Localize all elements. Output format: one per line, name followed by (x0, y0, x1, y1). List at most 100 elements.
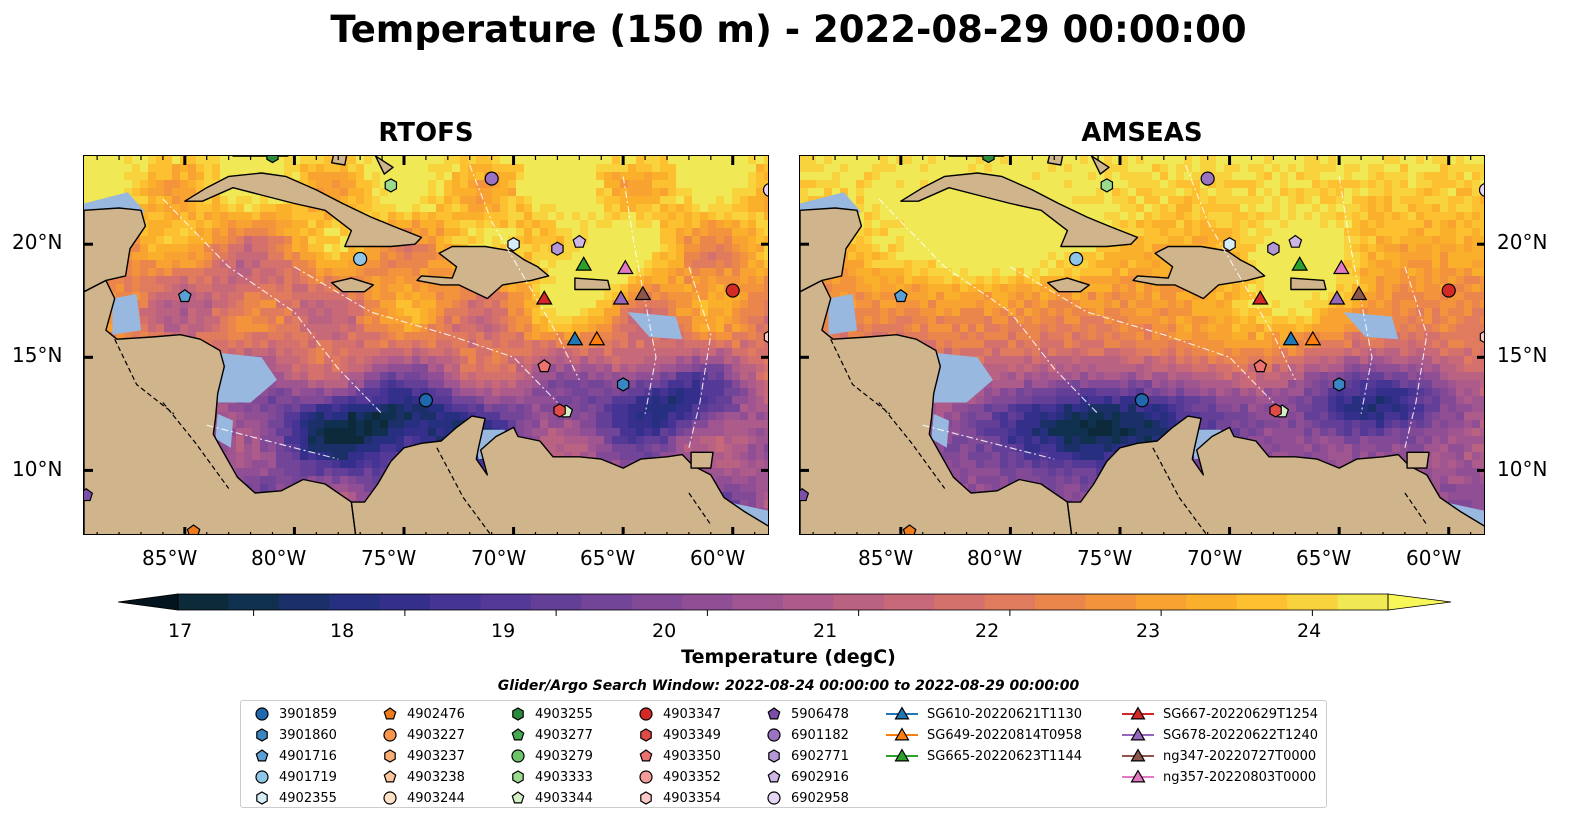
pentagon-marker-icon (767, 707, 781, 720)
colorbar-tick-20: 20 (652, 620, 677, 642)
circle-marker-icon (767, 728, 781, 742)
colorbar-segment (278, 594, 330, 610)
frame-ticks (84, 156, 768, 534)
colorbar-segment (178, 594, 229, 610)
legend-marker-SG665-20220623T1144 (894, 748, 910, 762)
legend-entry-4903227: 4903227 (381, 725, 465, 745)
platform-4903354 (763, 330, 768, 343)
platform-4903255 (266, 156, 279, 164)
platform-3901860 (616, 377, 630, 392)
platform-4901716 (177, 288, 192, 303)
legend-marker-3901859 (255, 707, 269, 721)
legend-marker-4901719 (255, 770, 269, 784)
pentagon-marker-icon (639, 749, 653, 762)
map-rtofs-canvas (84, 156, 768, 534)
triangle-marker-icon (886, 706, 918, 720)
legend-entry-4901716: 4901716 (253, 746, 337, 766)
pentagon-marker-icon (255, 749, 269, 762)
legend-marker-SG678-20220622T1240 (1130, 727, 1146, 741)
legend-entry-3901860: 3901860 (253, 725, 337, 745)
legend-label: 6902916 (791, 769, 849, 785)
triangle-marker-icon (1122, 706, 1154, 720)
lat-label-15n-right: 15°N (1497, 343, 1548, 367)
legend-label: SG667-20220629T1254 (1163, 706, 1319, 722)
legend-entry-4903349: 4903349 (637, 725, 721, 745)
legend-entry-5906478: 5906478 (765, 704, 849, 724)
colorbar-segment (430, 594, 481, 610)
legend-label: 4903244 (407, 790, 465, 806)
legend-label: 4903277 (535, 727, 593, 743)
lon-label-75w-left: 75°W (361, 546, 417, 570)
legend-entry-4903333: 4903333 (509, 767, 593, 787)
platform-4903255 (982, 156, 995, 164)
lon-label-80w-right: 80°W (967, 546, 1023, 570)
lon-label-65w-right: 65°W (1296, 546, 1352, 570)
legend-entry-4903352: 4903352 (637, 767, 721, 787)
legend-label: 6902958 (791, 790, 849, 806)
legend-marker-4902355 (256, 791, 268, 805)
legend-label: 4902476 (407, 706, 465, 722)
legend-entry-SG610-20220621T1130: SG610-20220621T1130 (885, 704, 1082, 724)
legend-label: 4903347 (663, 706, 721, 722)
legend-label: SG665-20220623T1144 (927, 748, 1083, 764)
legend-marker-6902916 (767, 770, 781, 783)
legend-entry-6902771: 6902771 (765, 746, 849, 766)
lon-label-80w-left: 80°W (251, 546, 307, 570)
pentagon-marker-icon (383, 770, 397, 783)
legend-entry-4903279: 4903279 (509, 746, 593, 766)
legend-marker-4903349 (640, 728, 652, 742)
platform-legend: 3901859 3901860 4901716 4901719 4902355 49024… (240, 700, 1327, 808)
colorbar-segment (883, 594, 935, 610)
search-window-title: Glider/Argo Search Window: 2022-08-24 00… (497, 678, 1080, 694)
colorbar-extend-low (118, 593, 179, 611)
legend-marker-4903347 (639, 707, 653, 721)
colorbar-segment (631, 594, 683, 610)
legend-entry-4901719: 4901719 (253, 767, 337, 787)
lon-label-65w-left: 65°W (580, 546, 636, 570)
circle-marker-icon (383, 728, 397, 742)
platform-SG667-20220629T1254 (1251, 290, 1269, 305)
legend-marker-SG610-20220621T1130 (894, 706, 910, 720)
legend-label: 4903354 (663, 790, 721, 806)
legend-label: 4903333 (535, 769, 593, 785)
platform-ng347-20220727T0000 (634, 285, 652, 301)
panel-title-rtofs: RTOFS (378, 118, 474, 148)
legend-entry-SG649-20220814T0958: SG649-20220814T0958 (885, 725, 1082, 745)
legend-entry-4903237: 4903237 (381, 746, 465, 766)
colorbar-tick-22: 22 (975, 620, 1000, 642)
platform-4903347 (725, 283, 740, 298)
circle-marker-icon (639, 707, 653, 721)
platform-4903350 (537, 359, 552, 373)
lat-label-15n-left: 15°N (12, 343, 63, 367)
pentagon-marker-icon (511, 791, 525, 804)
platform-4902355 (1223, 237, 1236, 252)
country-borders (114, 338, 712, 534)
legend-marker-3901860 (256, 728, 268, 742)
hexagon-marker-icon (384, 749, 396, 763)
platform-SG665-20220623T1144 (575, 256, 593, 271)
legend-entry-SG667-20220629T1254: SG667-20220629T1254 (1121, 704, 1318, 724)
circle-marker-icon (511, 749, 525, 763)
colorbar-segment (1287, 594, 1339, 610)
legend-entry-4902476: 4902476 (381, 704, 465, 724)
map-amseas-canvas (800, 156, 1484, 534)
hexagon-marker-icon (512, 707, 524, 721)
colorbar-segment (984, 594, 1036, 610)
platform-5906478 (84, 488, 94, 502)
colorbar-segment (1085, 594, 1137, 610)
platform-4902476 (902, 524, 917, 534)
lon-label-85w-left: 85°W (142, 546, 198, 570)
legend-label: SG649-20220814T0958 (927, 727, 1083, 743)
triangle-marker-icon (886, 748, 918, 762)
platform-4903347 (1441, 283, 1456, 298)
legend-marker-4903333 (512, 770, 524, 784)
legend-entry-3901859: 3901859 (253, 704, 337, 724)
legend-marker-4903255 (512, 707, 524, 721)
colorbar-segment (732, 594, 784, 610)
platform-markers (800, 156, 1484, 534)
colorbar-tick-19: 19 (491, 620, 516, 642)
legend-marker-ng357-20220803T0000 (1130, 769, 1146, 783)
platform-4903350 (1253, 359, 1268, 373)
platform-3901860 (1332, 377, 1346, 392)
legend-marker-4903352 (639, 770, 653, 784)
